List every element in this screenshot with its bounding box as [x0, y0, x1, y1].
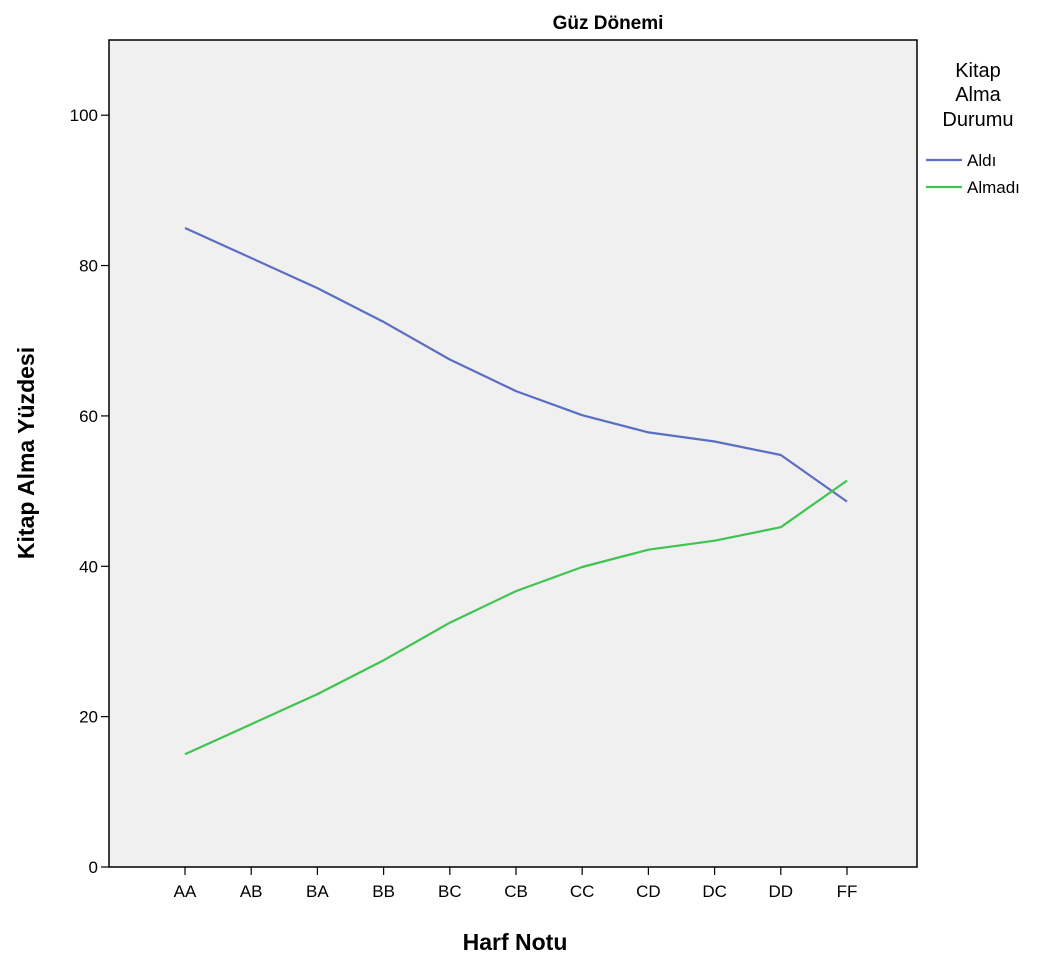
x-tick-label: AB — [240, 882, 263, 901]
y-tick-label: 40 — [79, 557, 98, 576]
x-tick-label: CC — [570, 882, 595, 901]
legend-title-line-1: Kitap — [955, 60, 1001, 82]
series-layer — [184, 226, 848, 756]
x-axis-title: Harf Notu — [463, 929, 568, 955]
plot-area — [108, 39, 918, 868]
y-tick-label: 100 — [70, 106, 98, 125]
series-line-2 — [184, 479, 848, 756]
legend-items: Aldı Almadı — [926, 151, 1020, 197]
y-tick-label: 80 — [79, 257, 98, 276]
x-tick-label: AA — [174, 882, 197, 901]
legend: Kitap Alma Durumu Aldı Almadı — [926, 60, 1020, 197]
x-axis: AA AB BA BB BC CB CC CD DC DD FF — [174, 867, 858, 901]
x-tick-label: DD — [769, 882, 794, 901]
x-tick-label: BB — [372, 882, 395, 901]
chart-title: Güz Dönemi — [553, 13, 664, 34]
legend-label: Almadı — [967, 178, 1020, 197]
x-tick-label: BC — [438, 882, 462, 901]
legend-title-line-2: Alma — [955, 84, 1001, 106]
y-axis-title: Kitap Alma Yüzdesi — [13, 347, 39, 559]
y-tick-label: 0 — [89, 858, 98, 877]
legend-title-line-3: Durumu — [942, 109, 1013, 131]
x-tick-label: CD — [636, 882, 661, 901]
legend-label: Aldı — [967, 151, 996, 170]
x-tick-label: FF — [837, 882, 858, 901]
y-tick-label: 60 — [79, 407, 98, 426]
x-tick-label: BA — [306, 882, 329, 901]
y-tick-label: 20 — [79, 708, 98, 727]
x-tick-label: CB — [504, 882, 528, 901]
y-axis: 0 20 40 60 80 100 — [70, 106, 109, 877]
x-tick-label: DC — [702, 882, 727, 901]
